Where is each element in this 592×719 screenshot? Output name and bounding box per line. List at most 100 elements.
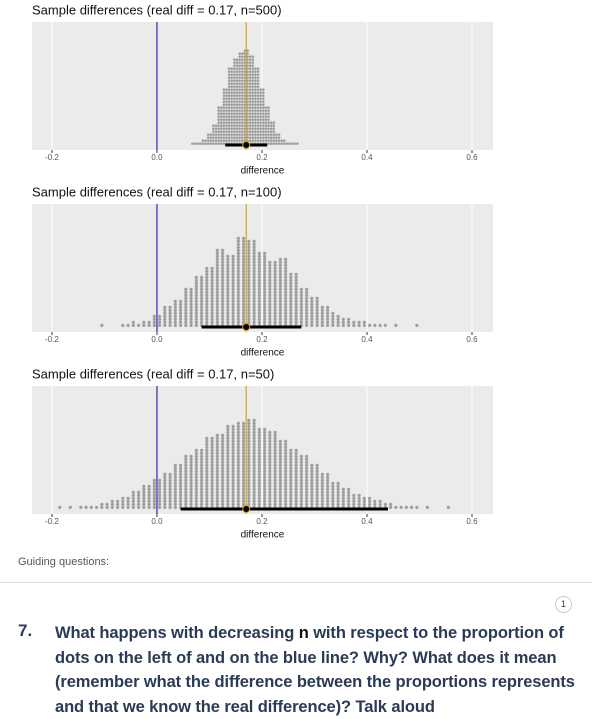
dot [168,323,172,328]
dot [238,112,242,116]
dot [299,463,304,468]
dot [257,260,262,265]
dot [226,320,230,325]
dot [257,272,262,277]
dot [184,308,188,313]
dot [294,308,298,313]
dot [262,457,267,462]
dot [262,263,267,268]
dot [238,133,242,137]
dot [226,499,230,504]
dot [336,502,340,507]
dot [247,421,251,426]
dot [238,70,242,74]
dot [241,299,246,304]
dot [205,478,209,483]
dot [231,284,235,289]
dot [299,302,304,307]
dot [268,463,272,468]
dot [253,94,257,98]
dot [210,293,214,298]
dot [121,323,125,328]
dot [226,281,230,286]
dot [210,317,214,322]
dot [256,106,260,110]
dot [190,142,194,146]
dot [282,139,286,143]
dot [310,296,314,301]
dot [268,448,272,453]
dot [173,499,178,504]
dot [152,478,157,483]
dot [310,317,314,322]
dot [215,475,220,480]
dot [214,133,218,137]
dot [299,496,304,501]
dot [299,320,304,325]
dot [210,451,214,456]
dot [247,278,251,283]
dot [157,487,162,492]
dot [346,487,351,492]
dot [121,505,125,510]
dot [142,323,146,328]
dot [226,254,230,259]
dot [257,451,262,456]
dot [304,463,309,468]
dot [235,76,239,80]
dot [352,496,356,501]
dot [157,481,162,486]
dot [89,505,94,510]
dot [325,487,330,492]
dot [251,100,255,104]
dot [163,499,167,504]
dot [210,454,214,459]
dot [205,281,209,286]
dot [336,484,340,489]
dot [257,251,262,256]
dot [310,299,314,304]
comment-badge[interactable]: 1 [555,596,572,613]
dot [199,308,204,313]
dot [283,260,288,265]
dot [241,263,246,268]
dot [247,457,251,462]
dot [257,254,262,259]
dot [231,260,235,265]
dot [189,317,193,322]
dot [235,133,239,137]
dot [210,469,214,474]
dot [236,254,241,259]
dot [248,100,252,104]
dot [147,490,151,495]
dot [252,418,256,423]
dot-stack [383,323,388,328]
dot [217,130,221,134]
dot [247,287,251,292]
dot [230,97,234,101]
dot [236,236,241,241]
dot [178,499,183,504]
dot [248,97,252,101]
dot [257,269,262,274]
dot [184,287,188,292]
dot [226,487,230,492]
dot [194,496,199,501]
dot [240,82,244,86]
dot [268,490,272,495]
dot [236,472,241,477]
dot [231,305,235,310]
dot [388,505,393,510]
dot [248,55,252,59]
dot [193,142,197,146]
dot [304,287,309,292]
dot [205,466,209,471]
dot [226,478,230,483]
dot [257,490,262,495]
dot [199,320,204,325]
dot [310,484,314,489]
dot [240,115,244,119]
dot [231,463,235,468]
dot [220,308,225,313]
dot-stack [331,311,340,328]
